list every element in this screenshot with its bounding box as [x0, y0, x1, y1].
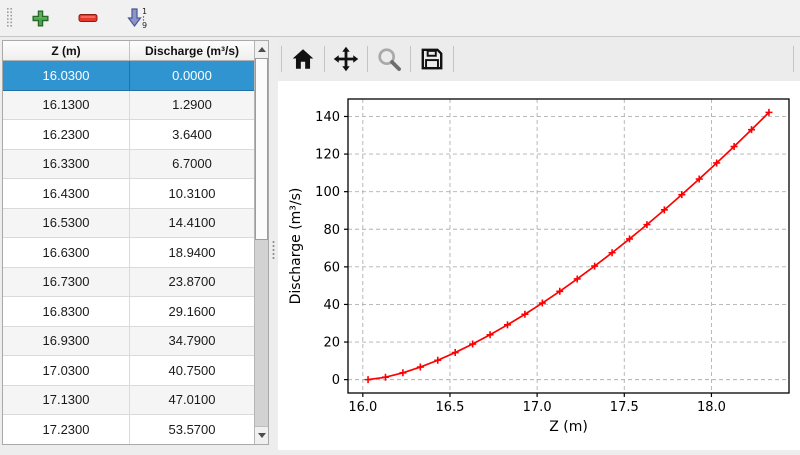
cell-z[interactable]: 16.8300	[3, 297, 130, 327]
toolbar-drag-handle[interactable]	[6, 6, 13, 30]
svg-text:100: 100	[315, 185, 340, 200]
cell-discharge[interactable]: 3.6400	[130, 120, 254, 150]
remove-row-button[interactable]	[71, 3, 105, 33]
main-toolbar: 1 9	[0, 0, 800, 37]
scroll-up-button[interactable]	[255, 41, 268, 59]
cell-z[interactable]: 16.5300	[3, 208, 130, 238]
rating-table-panel: Z (m) Discharge (m³/s) 16.0300 0.0000 16.1…	[2, 40, 269, 445]
grip-dots-icon	[7, 8, 12, 27]
rating-table: Z (m) Discharge (m³/s) 16.0300 0.0000 16.1…	[3, 41, 254, 444]
sort-rows-button[interactable]: 1 9	[119, 3, 153, 33]
cell-z[interactable]: 16.4300	[3, 179, 130, 209]
table-row[interactable]: 16.2300 3.6400	[3, 120, 254, 150]
cell-z[interactable]: 16.2300	[3, 120, 130, 150]
table-row[interactable]: 16.6300 18.9400	[3, 238, 254, 268]
cell-discharge[interactable]: 29.1600	[130, 297, 254, 327]
arrow-up-icon	[257, 47, 266, 52]
svg-text:80: 80	[323, 223, 340, 238]
cell-discharge[interactable]: 0.0000	[130, 61, 254, 91]
cell-z[interactable]: 17.0300	[3, 356, 130, 386]
x-axis-label: Z (m)	[549, 419, 588, 435]
cell-discharge[interactable]: 18.9400	[130, 238, 254, 268]
svg-text:0: 0	[332, 373, 340, 388]
table-header: Z (m) Discharge (m³/s)	[3, 41, 254, 61]
svg-text:120: 120	[315, 148, 340, 163]
svg-text:9: 9	[142, 21, 147, 30]
svg-text:140: 140	[315, 110, 340, 125]
save-icon	[421, 48, 443, 70]
zoom-button[interactable]	[371, 41, 407, 77]
scrollbar-thumb[interactable]	[255, 58, 268, 240]
column-header-discharge[interactable]: Discharge (m³/s)	[144, 43, 240, 58]
cell-discharge[interactable]: 14.4100	[130, 209, 254, 238]
cell-discharge[interactable]: 1.2900	[130, 91, 254, 120]
scroll-down-button[interactable]	[255, 426, 268, 444]
table-row[interactable]: 16.1300 1.2900	[3, 90, 254, 120]
discharge-curve-chart: 16.0 16.5 17.0 17.5 18.0 0 20 40 60 80 100 120 140 Z …	[288, 98, 790, 435]
cell-z[interactable]: 16.6300	[3, 238, 130, 268]
cell-discharge[interactable]: 6.7000	[130, 150, 254, 179]
cell-discharge[interactable]: 23.8700	[130, 268, 254, 297]
data-point-markers	[364, 108, 773, 384]
table-scrollbar[interactable]	[254, 41, 268, 444]
y-axis-label: Discharge (m³/s)	[288, 188, 304, 305]
table-body: 16.0300 0.0000 16.1300 1.2900 16.2300 3.6400 1…	[3, 61, 254, 444]
svg-text:40: 40	[323, 298, 340, 313]
table-row[interactable]: 17.2300 53.5700	[3, 415, 254, 444]
cell-discharge[interactable]: 10.3100	[130, 179, 254, 209]
cell-discharge[interactable]: 34.7900	[130, 327, 254, 356]
table-row[interactable]: 16.0300 0.0000	[3, 61, 254, 91]
splitter-handle-icon	[272, 240, 275, 260]
svg-text:16.0: 16.0	[348, 400, 377, 415]
cell-z[interactable]: 16.1300	[3, 90, 130, 120]
table-row[interactable]: 16.8300 29.1600	[3, 297, 254, 327]
save-button[interactable]	[414, 41, 450, 77]
pan-button[interactable]	[328, 41, 364, 77]
cell-z[interactable]: 16.9300	[3, 326, 130, 356]
chart-panel: 16.0 16.5 17.0 17.5 18.0 0 20 40 60 80 100 120 140 Z …	[278, 37, 800, 450]
table-row[interactable]: 16.3300 6.7000	[3, 149, 254, 179]
table-row[interactable]: 16.4300 10.3100	[3, 179, 254, 209]
cell-z[interactable]: 16.0300	[3, 61, 130, 91]
table-row[interactable]: 16.5300 14.4100	[3, 208, 254, 238]
panel-splitter[interactable]	[269, 40, 278, 445]
cell-discharge[interactable]: 47.0100	[130, 386, 254, 415]
cell-discharge[interactable]: 40.7500	[130, 356, 254, 386]
plus-icon	[31, 9, 49, 27]
home-button[interactable]	[285, 41, 321, 77]
minus-icon	[78, 14, 98, 22]
svg-text:60: 60	[323, 260, 340, 275]
plot-toolbar	[278, 37, 800, 81]
svg-text:20: 20	[323, 336, 340, 351]
column-header-z[interactable]: Z (m)	[3, 41, 130, 60]
svg-text:16.5: 16.5	[435, 400, 464, 415]
cell-discharge[interactable]: 53.5700	[130, 415, 254, 444]
cell-z[interactable]: 17.2300	[3, 415, 130, 444]
svg-text:1: 1	[142, 7, 147, 16]
add-row-button[interactable]	[23, 3, 57, 33]
magnifier-icon	[377, 47, 401, 71]
home-icon	[292, 49, 314, 69]
arrow-down-icon	[257, 433, 266, 438]
svg-text:17.0: 17.0	[523, 400, 552, 415]
cell-z[interactable]: 16.3300	[3, 149, 130, 179]
table-row[interactable]: 16.7300 23.8700	[3, 267, 254, 297]
table-row[interactable]: 16.9300 34.7900	[3, 326, 254, 356]
svg-text:17.5: 17.5	[610, 400, 639, 415]
sort-numeric-icon: 1 9	[127, 7, 147, 30]
move-icon	[333, 46, 359, 72]
cell-z[interactable]: 17.1300	[3, 385, 130, 415]
table-row[interactable]: 17.0300 40.7500	[3, 356, 254, 386]
cell-z[interactable]: 16.7300	[3, 267, 130, 297]
svg-text:18.0: 18.0	[697, 400, 726, 415]
table-row[interactable]: 17.1300 47.0100	[3, 385, 254, 415]
plot-canvas[interactable]: 16.0 16.5 17.0 17.5 18.0 0 20 40 60 80 100 120 140 Z …	[278, 81, 800, 450]
